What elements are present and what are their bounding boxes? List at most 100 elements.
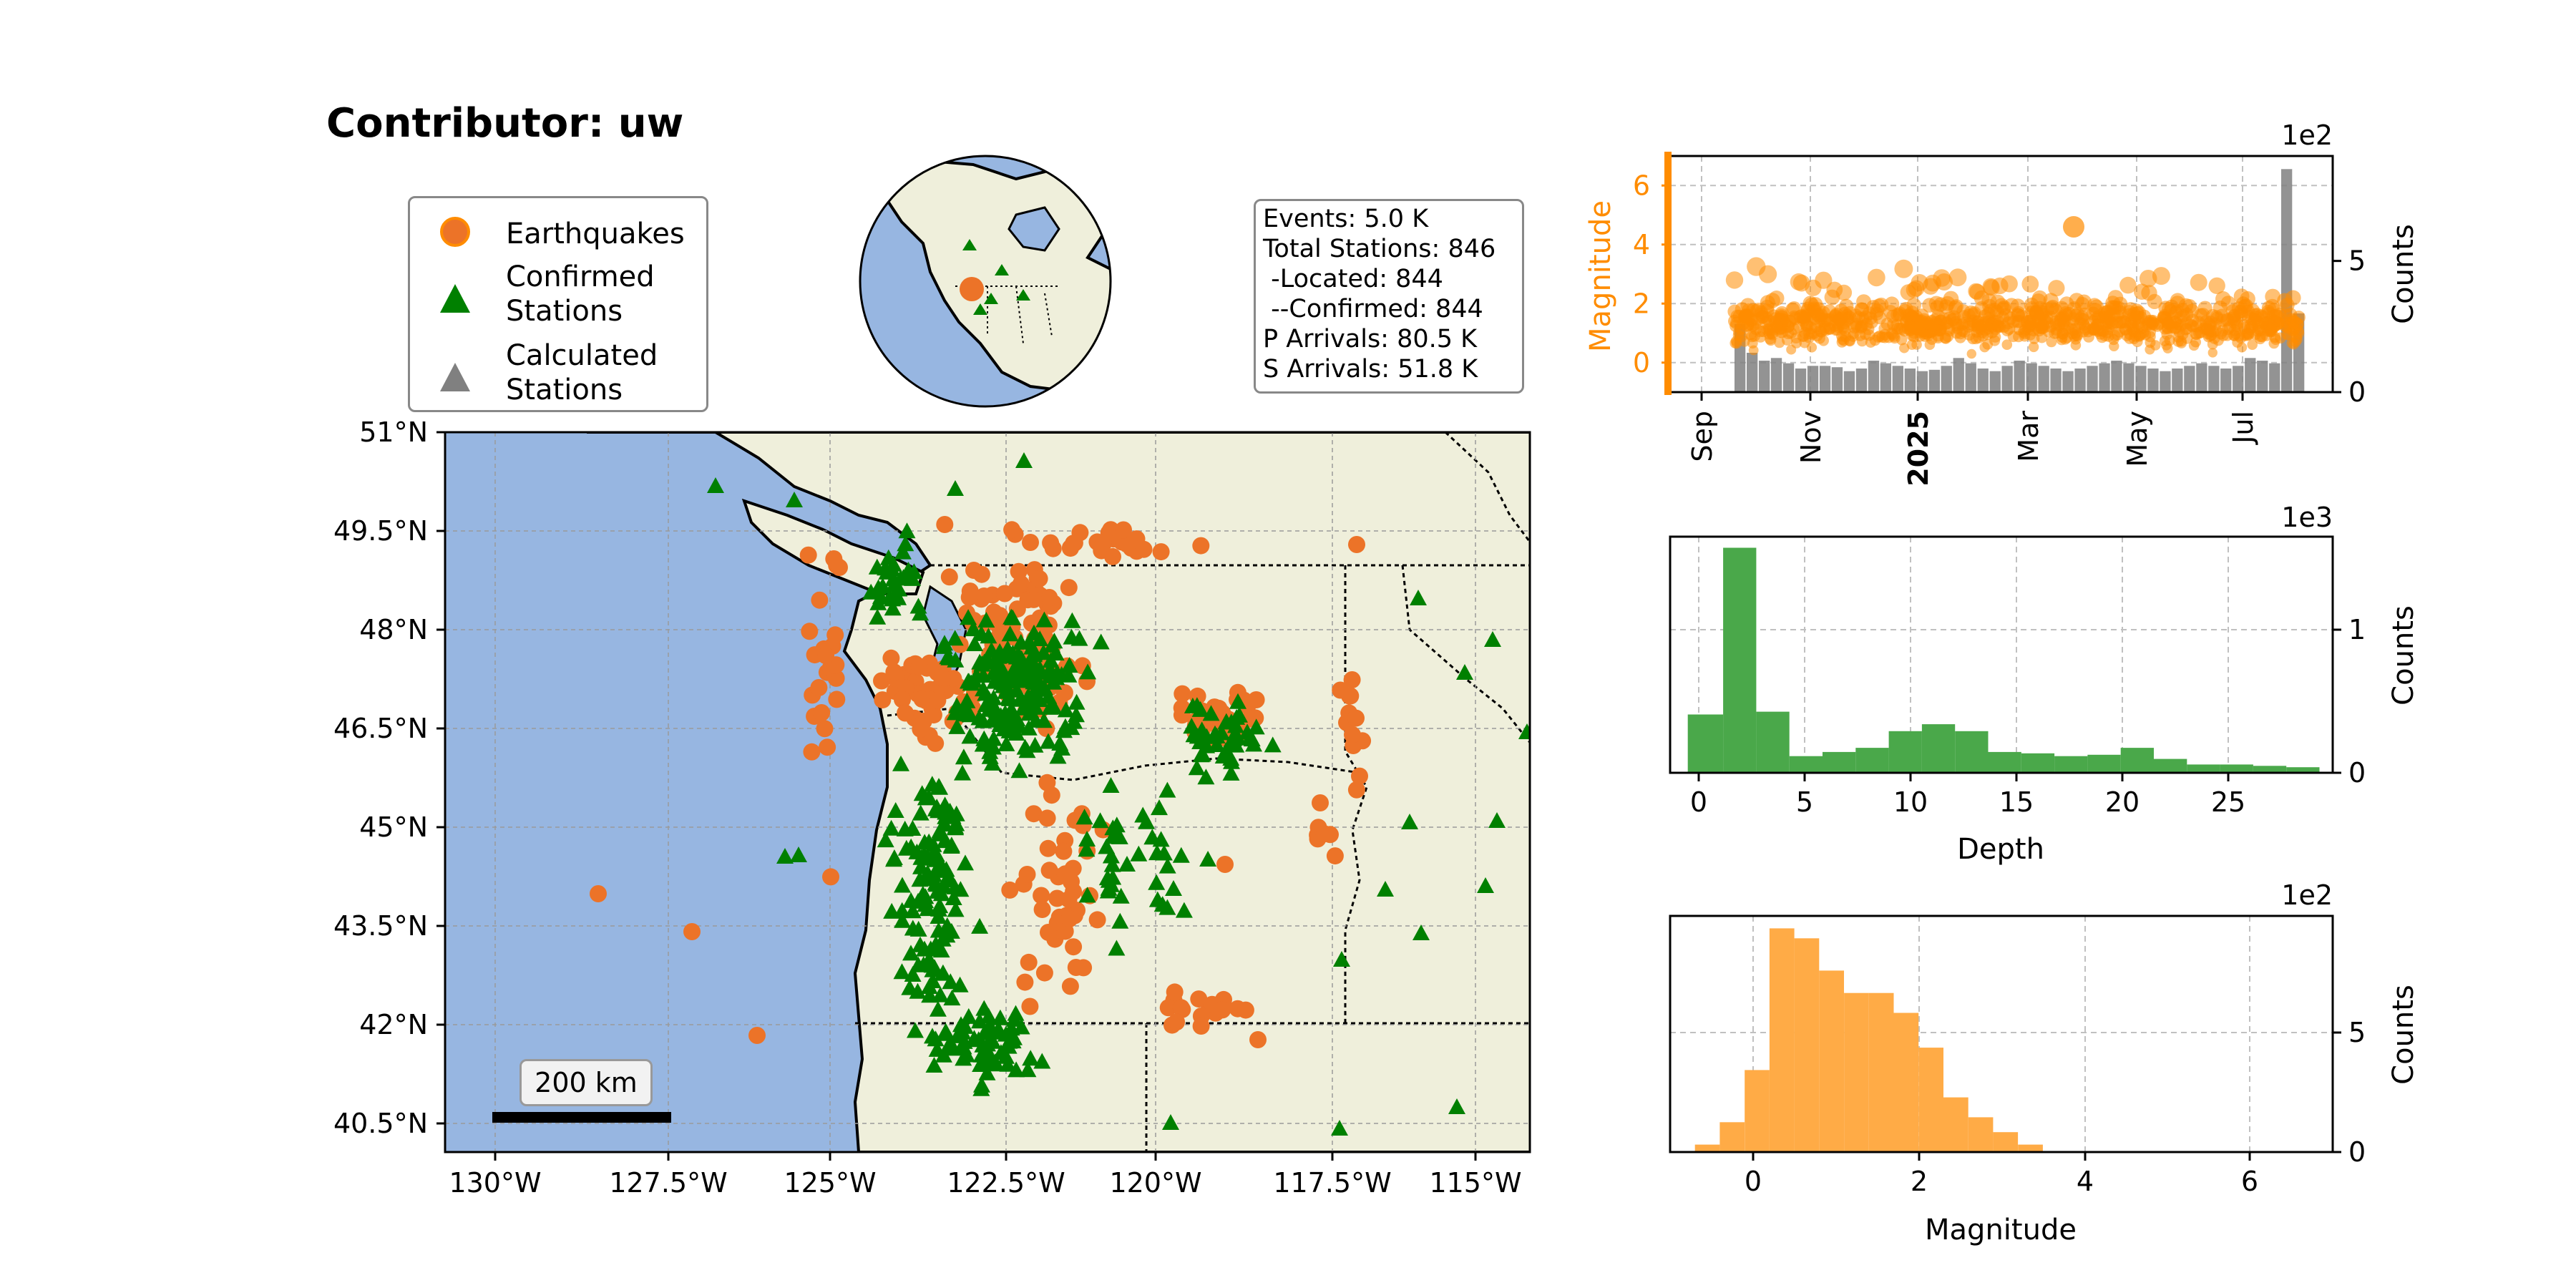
station-marker (1148, 874, 1166, 890)
magnitude-point (2150, 319, 2164, 332)
earthquake-marker (882, 649, 900, 667)
magnitude-point (1928, 313, 1942, 327)
magnitude-point (2127, 307, 2141, 321)
count-bar (1747, 353, 1758, 392)
station-marker (1241, 729, 1259, 746)
x-tick-label: 2025 (1903, 411, 1934, 487)
station-marker (1103, 856, 1121, 872)
magnitude-point (2087, 322, 2100, 335)
time-chart[interactable]: 6 4 2 0 Magnitude Sep Nov 2025 Mar May Jul 5 0 Counts… (1584, 119, 2420, 487)
magnitude-point (1974, 301, 1989, 316)
earthquake-marker (1192, 1018, 1210, 1035)
station-marker (902, 945, 919, 961)
magnitude-point (2021, 275, 2039, 293)
count-bar (1795, 369, 1807, 392)
station-marker (1015, 452, 1033, 468)
station-marker (958, 1046, 976, 1063)
magnitude-point (2089, 299, 2104, 314)
station-marker (1488, 812, 1506, 828)
circle-icon (440, 217, 470, 247)
count-bar (2099, 363, 2110, 392)
earthquake-marker (1061, 977, 1079, 995)
magnitude-point (2280, 321, 2293, 334)
magnitude-point (1888, 330, 1900, 342)
magnitude-point (2048, 280, 2065, 297)
count-bar (2123, 363, 2135, 392)
station-marker (979, 1035, 996, 1052)
earthquake-marker (1246, 709, 1264, 727)
earthquake-marker (996, 585, 1014, 602)
magnitude-point (1871, 298, 1886, 313)
station-marker (1108, 940, 1126, 956)
count-bar (1843, 371, 1855, 392)
station-marker (897, 839, 915, 856)
globe-borders (955, 286, 1059, 344)
x-tick-label: 15 (1999, 786, 2034, 818)
station-marker (1331, 1120, 1348, 1136)
lon-tick-label: 115°W (1429, 1167, 1521, 1199)
earthquake-marker (1060, 910, 1078, 927)
magnitude-point (2190, 336, 2201, 348)
earthquake-marker (1347, 781, 1365, 799)
station-marker (955, 1038, 972, 1055)
magnitude-point (2010, 298, 2026, 313)
histogram-bar (1694, 1144, 1720, 1152)
histogram-bar (1819, 970, 1844, 1152)
x-tick-label: 10 (1893, 786, 1928, 818)
station-marker (1197, 769, 1215, 785)
earthquake-marker (1038, 774, 1056, 791)
earthquake-marker (1038, 809, 1056, 827)
magnitude-point (2286, 338, 2298, 348)
earthquake-marker (933, 668, 951, 686)
magnitude-histogram-frame (1669, 914, 2334, 1153)
station-marker (1012, 633, 1030, 650)
station-marker (1112, 887, 1130, 904)
station-marker (884, 590, 902, 607)
earthquake-marker (811, 591, 829, 609)
main-map[interactable]: 130°W 127.5°W 125°W 122.5°W 120°W 117.5°W 115°… (333, 416, 1536, 1199)
station-marker (1102, 847, 1120, 864)
earthquake-marker (1056, 865, 1074, 883)
histogram-bar (2120, 748, 2154, 773)
station-marker (1068, 706, 1085, 723)
station-marker (975, 680, 992, 697)
earthquake-marker (1312, 794, 1329, 811)
magnitude-point (1848, 321, 1861, 334)
hudson-bay (1008, 206, 1060, 252)
lat-tick-label: 46.5°N (333, 713, 428, 744)
station-marker (934, 964, 952, 980)
magnitude-point (1982, 338, 1994, 350)
count-bar (2038, 366, 2049, 392)
x-tick-label: Mar (2013, 411, 2044, 462)
legend-item-confirmed-stations: Confirmed Stations (410, 260, 711, 331)
station-marker (979, 1047, 997, 1063)
y-tick-label: 0 (1633, 347, 1650, 379)
magnitude-point (1764, 323, 1777, 336)
station-marker (1477, 877, 1494, 893)
station-marker (897, 535, 914, 552)
magnitude-point (1884, 296, 1900, 312)
magnitude-point (2265, 323, 2277, 336)
count-bar (2074, 369, 2086, 392)
station-marker (894, 877, 911, 893)
magnitude-point (1755, 331, 1767, 343)
magnitude-histogram[interactable]: 0 2 4 6 Magnitude 5 0 Counts 1e2 (1669, 879, 2420, 1246)
magnitude-point (1774, 337, 1785, 348)
station-marker (1068, 693, 1085, 710)
histogram-bar (1921, 724, 1956, 773)
lat-tick-label: 49.5°N (333, 515, 428, 547)
station-marker (1020, 687, 1038, 703)
station-marker (902, 892, 920, 908)
time-chart-plot (1670, 156, 2333, 392)
station-marker (1151, 799, 1168, 816)
station-marker (960, 609, 977, 625)
magnitude-point (1906, 310, 1919, 323)
station-marker (1162, 1114, 1179, 1130)
station-marker (1045, 633, 1063, 649)
earthquake-marker (1216, 856, 1234, 873)
station-marker (938, 927, 956, 943)
station-marker (1198, 737, 1216, 753)
y-tick-label: 0 (2348, 1136, 2366, 1168)
earthquake-marker (940, 568, 958, 586)
